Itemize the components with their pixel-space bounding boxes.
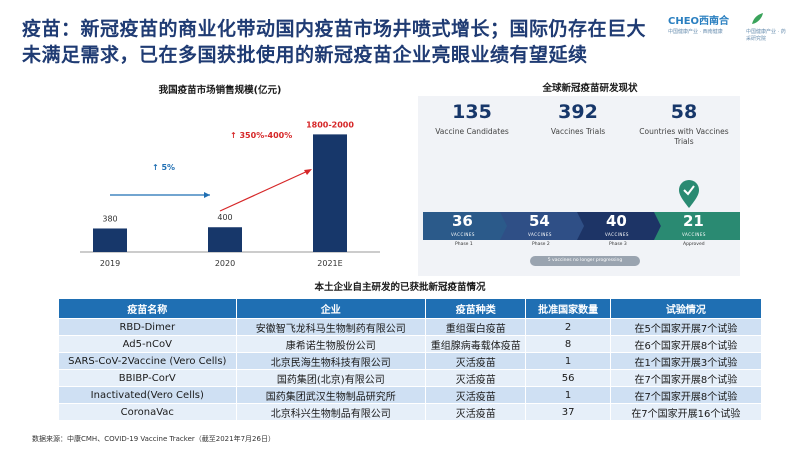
phase1-num: 36	[452, 212, 473, 230]
bar-2020	[208, 227, 242, 252]
cell-type: 灭活疫苗	[425, 386, 527, 404]
chart-title: 我国疫苗市场销售规模(亿元)	[158, 85, 282, 96]
approved-band	[654, 212, 740, 240]
col-header-name: 疫苗名称	[58, 298, 237, 319]
table-row: RBD-Dimer 安徽智飞龙科马生物制药有限公司 重组蛋白疫苗 2 在5个国家开展7个…	[58, 318, 763, 336]
phase2-sub: VACCINES	[528, 232, 552, 237]
cell-type: 重组腺病毒载体疫苗	[425, 335, 527, 353]
phase1-label: Phase 1	[455, 242, 473, 247]
table-row: CoronaVac 北京科兴生物制品有限公司 灭活疫苗 37 在7个国家开展16个试验	[58, 403, 763, 421]
table-title: 本土企业自主研发的已获批新冠疫苗情况	[314, 282, 486, 293]
check-pin-icon	[679, 180, 699, 208]
stat-candidates-num: 135	[452, 101, 492, 123]
cell-trials: 在7个国家开展16个试验	[609, 403, 763, 421]
cell-type: 灭活疫苗	[425, 403, 527, 421]
growth-arrow-2	[219, 169, 311, 212]
cell-name: CoronaVac	[58, 403, 237, 421]
phase2-band	[500, 212, 588, 240]
col-header-trials: 试验情况	[609, 298, 763, 319]
brand-logo: CHEO西南合 中国健康产业 · 西南健康 中国健康产业 · 药采研究院	[668, 12, 788, 42]
cell-company: 安徽智飞龙科马生物制药有限公司	[235, 318, 427, 336]
col-header-type: 疫苗种类	[425, 298, 527, 319]
cell-countries: 56	[525, 369, 611, 387]
phase3-label: Phase 3	[609, 242, 627, 247]
cell-type: 重组蛋白疫苗	[425, 318, 527, 336]
phase3-band	[577, 212, 665, 240]
cell-trials: 在7个国家开展8个试验	[609, 369, 763, 387]
growth-label-1: ↑ 5%	[152, 163, 176, 172]
bar-chart: 380 2019 400 2020 1800-2000 2021E	[80, 120, 380, 268]
stat-trials-label: Vaccines Trials	[550, 127, 606, 136]
table-row: BBIBP-CorV 国药集团(北京)有限公司 灭活疫苗 56 在7个国家开展8个试验	[58, 369, 763, 387]
table-row: Ad5-nCoV 康希诺生物股份公司 重组腺病毒载体疫苗 8 在6个国家开展8个试验	[58, 335, 763, 353]
logo-sub: 中国健康产业 · 西南健康	[668, 29, 723, 35]
stat-trials-num: 392	[558, 101, 598, 123]
table-header-row: 疫苗名称 企业 疫苗种类 批准国家数量 试验情况	[58, 298, 763, 319]
stat-countries-num: 58	[670, 101, 698, 123]
cell-trials: 在6个国家开展8个试验	[609, 335, 763, 353]
cell-countries: 8	[525, 335, 611, 353]
phase2-num: 54	[529, 212, 550, 230]
x-tick-label: 2019	[100, 259, 120, 268]
cell-countries: 1	[525, 352, 611, 370]
bar-2019	[93, 228, 127, 252]
logo-partner: 中国健康产业 · 药采研究院	[746, 29, 786, 42]
bar-value-label: 400	[217, 213, 232, 222]
cell-company: 国药集团武汉生物制品研究所	[235, 386, 427, 404]
arrowhead-2	[304, 169, 312, 175]
cell-countries: 37	[525, 403, 611, 421]
arrowhead-1	[204, 192, 210, 198]
vaccine-table: 疫苗名称 企业 疫苗种类 批准国家数量 试验情况 RBD-Dimer 安徽智飞龙科…	[58, 298, 763, 421]
data-source-note: 数据来源：中康CMH、COVID-19 Vaccine Tracker（截至20…	[32, 435, 275, 443]
bar-value-label: 1800-2000	[306, 120, 354, 129]
cell-company: 康希诺生物股份公司	[235, 335, 427, 353]
col-header-countries: 批准国家数量	[525, 298, 611, 319]
phase1-band	[423, 212, 511, 240]
no-longer-progressing-note: 5 vaccines no longer progressing	[530, 256, 640, 266]
cell-type: 灭活疫苗	[425, 352, 527, 370]
cell-countries: 1	[525, 386, 611, 404]
bar-value-label: 380	[102, 214, 117, 223]
cell-company: 北京科兴生物制品有限公司	[235, 403, 427, 421]
phase1-sub: VACCINES	[451, 232, 475, 237]
growth-label-2: ↑ 350%-400%	[230, 131, 293, 140]
cell-countries: 2	[525, 318, 611, 336]
x-tick-label: 2021E	[317, 259, 342, 268]
page-title: 疫苗：新冠疫苗的商业化带动国内疫苗市场井喷式增长；国际仍存在巨大未满足需求，已在…	[22, 18, 647, 66]
col-header-company: 企业	[235, 298, 427, 319]
cell-trials: 在5个国家开展7个试验	[609, 318, 763, 336]
stat-countries-label: Countries with Vaccines Trials	[639, 127, 729, 146]
cell-name: BBIBP-CorV	[58, 369, 237, 387]
cell-name: RBD-Dimer	[58, 318, 237, 336]
approved-num: 21	[683, 212, 704, 230]
approved-sub: VACCINES	[682, 232, 706, 237]
table-row: SARS-CoV-2Vaccine (Vero Cells) 北京民海生物科技有限…	[58, 352, 763, 370]
cell-trials: 在7个国家开展8个试验	[609, 386, 763, 404]
leaf-icon	[752, 13, 763, 24]
stat-candidates-label: Vaccine Candidates	[435, 127, 509, 136]
vaccine-status-title: 全球新冠疫苗研发现状	[542, 83, 638, 94]
cell-name: Ad5-nCoV	[58, 335, 237, 353]
phase3-num: 40	[606, 212, 627, 230]
phase2-label: Phase 2	[532, 242, 550, 247]
table-row: Inactivated(Vero Cells) 国药集团武汉生物制品研究所 灭活疫苗…	[58, 386, 763, 404]
bar-2021E	[313, 134, 347, 252]
approved-label: Approved	[683, 242, 705, 247]
logo-brand: CHEO西南合	[668, 16, 730, 27]
phase3-sub: VACCINES	[605, 232, 629, 237]
cell-name: Inactivated(Vero Cells)	[58, 386, 237, 404]
x-tick-label: 2020	[215, 259, 235, 268]
cell-company: 国药集团(北京)有限公司	[235, 369, 427, 387]
cell-type: 灭活疫苗	[425, 369, 527, 387]
cell-name: SARS-CoV-2Vaccine (Vero Cells)	[58, 352, 237, 370]
cell-company: 北京民海生物科技有限公司	[235, 352, 427, 370]
cell-trials: 在1个国家开展3个试验	[609, 352, 763, 370]
